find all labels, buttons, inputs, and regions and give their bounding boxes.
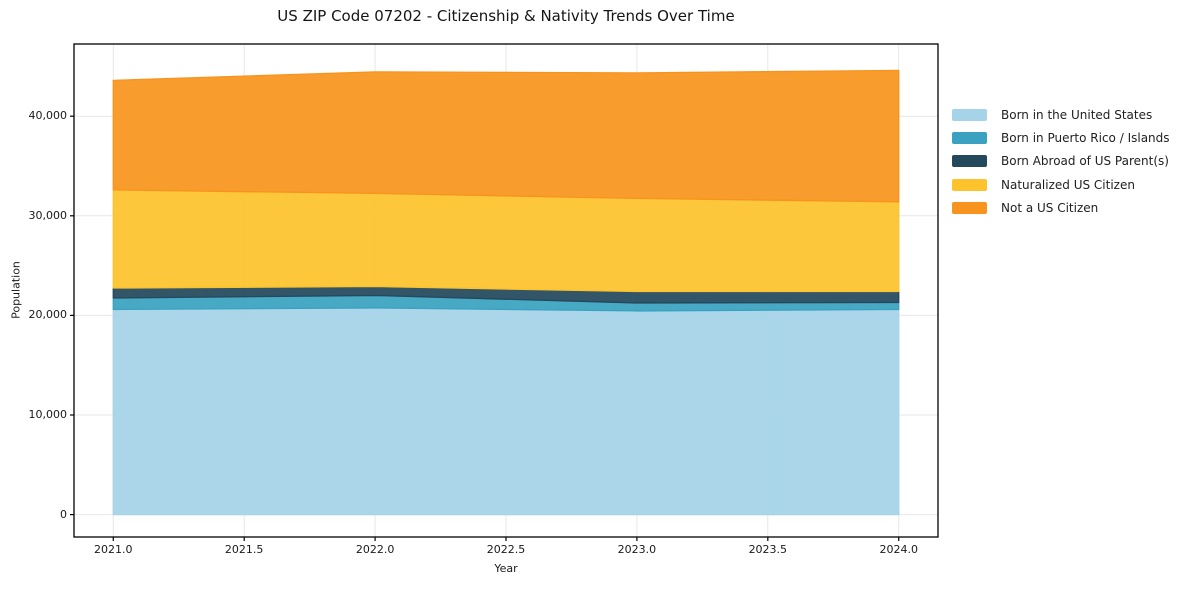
y-tick-label: 0: [60, 507, 67, 521]
legend: Born in the United States Born in Puerto …: [952, 103, 1170, 220]
legend-label: Born in Puerto Rico / Islands: [1001, 131, 1170, 146]
x-tick-label: 2021.0: [94, 543, 133, 556]
y-tick-label: 20,000: [28, 308, 68, 322]
x-tick-label: 2023.0: [617, 543, 657, 556]
y-axis-label: Population: [9, 261, 23, 319]
legend-item: Born in Puerto Rico / Islands: [952, 126, 1170, 149]
legend-label: Born in the United States: [1001, 107, 1153, 122]
legend-label: Not a US Citizen: [1001, 201, 1099, 216]
y-tick-label: 40,000: [28, 109, 68, 123]
legend-item: Born Abroad of US Parent(s): [952, 150, 1170, 173]
legend-label: Naturalized US Citizen: [1001, 177, 1135, 192]
y-tick-label: 30,000: [28, 208, 68, 222]
legend-item: Born in the United States: [952, 103, 1170, 126]
legend-swatch-icon: [952, 202, 987, 215]
x-tick-label: 2023.5: [748, 543, 788, 556]
x-tick-label: 2022.5: [486, 543, 526, 556]
legend-item: Naturalized US Citizen: [952, 173, 1170, 196]
chart-title: US ZIP Code 07202 - Citizenship & Nativi…: [277, 7, 735, 25]
legend-swatch-icon: [952, 108, 987, 121]
y-tick-label: 10,000: [28, 407, 68, 421]
area-series-0: [112, 307, 900, 516]
legend-swatch-icon: [952, 155, 987, 168]
x-tick-label: 2022.0: [355, 543, 395, 556]
legend-item: Not a US Citizen: [952, 197, 1170, 220]
legend-swatch-icon: [952, 132, 987, 145]
x-axis-label: Year: [494, 562, 518, 575]
legend-swatch-icon: [952, 178, 987, 191]
legend-label: Born Abroad of US Parent(s): [1001, 154, 1169, 169]
x-tick-label: 2021.5: [224, 543, 264, 556]
area-series-3: [112, 189, 900, 293]
area-series-4: [112, 69, 900, 203]
x-tick-label: 2024.0: [879, 543, 918, 556]
